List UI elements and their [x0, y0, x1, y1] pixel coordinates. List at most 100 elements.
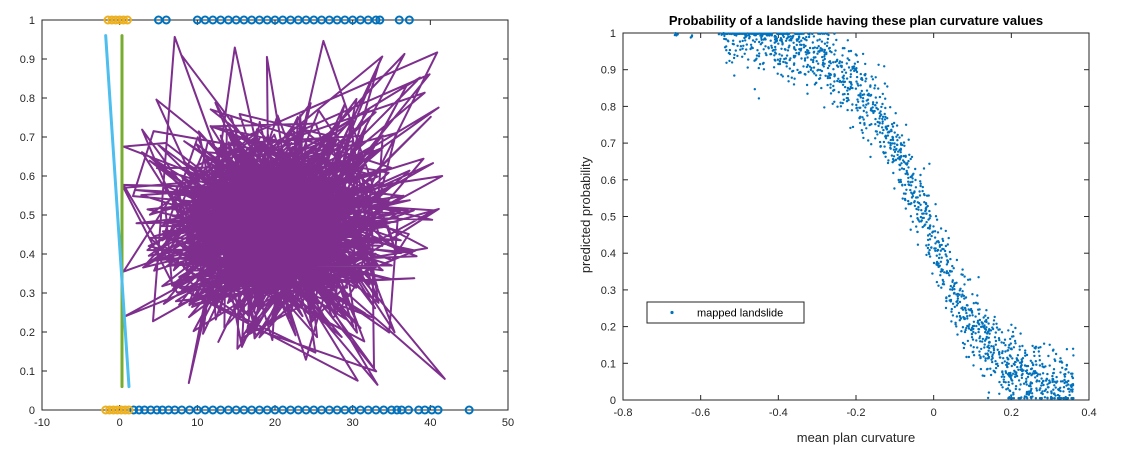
data-point [869, 93, 873, 97]
data-point [893, 131, 896, 134]
data-point [892, 121, 896, 125]
data-point [753, 59, 756, 62]
data-point [1004, 344, 1007, 347]
data-point [1031, 344, 1034, 348]
data-point [825, 51, 828, 54]
data-point [857, 84, 860, 87]
data-point [982, 355, 985, 358]
data-point [1012, 346, 1016, 349]
data-point [807, 70, 810, 74]
data-point [909, 181, 912, 184]
data-point [925, 253, 928, 257]
data-point [862, 136, 865, 140]
data-point [803, 72, 806, 76]
data-point [793, 62, 796, 65]
data-point [831, 102, 834, 106]
data-point [972, 302, 975, 305]
data-point [937, 265, 940, 269]
data-point [1012, 335, 1015, 338]
data-point [733, 74, 736, 77]
data-point [896, 153, 899, 157]
data-point [1054, 359, 1057, 363]
data-point [948, 269, 952, 273]
data-point [809, 68, 813, 72]
data-point [846, 39, 849, 42]
data-point [829, 83, 832, 86]
data-point [1014, 342, 1017, 345]
data-point [972, 320, 976, 323]
data-point [937, 256, 941, 260]
data-point [951, 286, 954, 289]
data-point [908, 153, 911, 156]
data-point [920, 209, 923, 212]
data-point [907, 199, 910, 203]
data-point [1007, 346, 1010, 349]
data-point [911, 220, 914, 223]
data-point [1014, 385, 1018, 388]
data-point [1021, 372, 1024, 376]
data-point [878, 140, 882, 144]
data-point [1023, 354, 1027, 357]
data-point [850, 83, 853, 86]
data-point [837, 91, 840, 94]
data-point [951, 279, 954, 282]
data-point [981, 340, 984, 343]
data-point [784, 57, 788, 60]
data-point [964, 309, 967, 312]
y-tick-label: 1 [29, 15, 35, 27]
data-point [1019, 383, 1022, 386]
data-point [965, 326, 968, 330]
data-point [892, 148, 896, 151]
data-point [948, 299, 951, 302]
data-point [951, 314, 955, 317]
data-point [999, 356, 1002, 359]
data-point [720, 33, 723, 36]
data-point [1059, 389, 1062, 393]
data-point [1013, 360, 1017, 364]
data-point [840, 61, 844, 64]
data-point [886, 134, 890, 137]
data-point [994, 366, 998, 370]
data-point [963, 283, 966, 286]
data-point [961, 290, 964, 293]
data-point [1009, 337, 1012, 341]
data-point [758, 62, 762, 66]
data-point [746, 66, 749, 69]
data-point [1046, 397, 1049, 400]
data-point [1003, 338, 1007, 341]
data-point [948, 294, 951, 297]
data-point [739, 48, 742, 51]
data-point [977, 322, 980, 325]
data-point [874, 96, 877, 99]
data-point [916, 230, 919, 234]
data-point [980, 321, 983, 324]
data-point [781, 34, 785, 37]
data-point [838, 61, 841, 65]
data-point [984, 314, 987, 317]
data-point [773, 41, 776, 44]
data-point [918, 190, 921, 193]
y-tick-label: 0.3 [601, 285, 616, 297]
data-point [920, 219, 923, 222]
data-point [787, 75, 790, 78]
data-point [823, 53, 826, 56]
data-point [1043, 389, 1047, 393]
data-point [889, 106, 892, 109]
y-tick-label: 0 [29, 405, 35, 417]
data-point [1071, 390, 1074, 393]
data-point [773, 54, 776, 57]
data-point [859, 92, 862, 95]
data-point [895, 124, 899, 127]
data-point [925, 244, 928, 247]
data-point [905, 188, 908, 191]
tangled-line-series [122, 35, 446, 386]
data-point [891, 157, 895, 161]
data-point [864, 62, 867, 66]
data-point [741, 55, 744, 58]
data-point [1026, 392, 1030, 396]
data-point [806, 56, 809, 59]
data-point [944, 244, 948, 248]
data-point [904, 154, 907, 157]
data-point [1053, 397, 1056, 400]
data-point [928, 227, 931, 230]
